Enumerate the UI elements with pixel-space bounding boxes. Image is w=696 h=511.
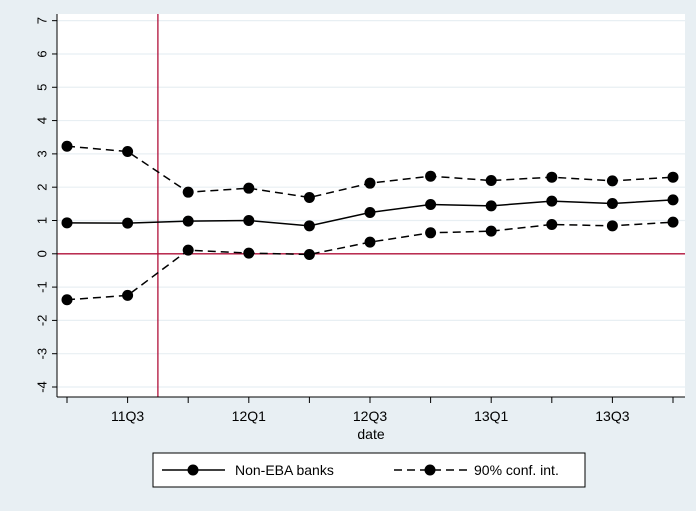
data-point xyxy=(546,195,558,207)
data-point xyxy=(606,175,618,187)
data-point xyxy=(61,140,73,152)
y-tick-label: 0 xyxy=(34,250,49,257)
data-point xyxy=(364,206,376,218)
y-tick-label: 1 xyxy=(34,217,49,224)
x-tick-label: 13Q3 xyxy=(595,408,629,424)
y-tick-label: 3 xyxy=(34,150,49,157)
data-point xyxy=(606,220,618,232)
data-point xyxy=(243,247,255,259)
y-tick-label: 5 xyxy=(34,84,49,91)
data-point xyxy=(122,217,134,229)
data-point xyxy=(122,289,134,301)
y-tick-label: 6 xyxy=(34,50,49,57)
data-point xyxy=(303,248,315,260)
data-point xyxy=(546,171,558,183)
data-point xyxy=(425,170,437,182)
data-point xyxy=(61,217,73,229)
legend-marker xyxy=(424,464,436,476)
reference-lines xyxy=(57,14,685,397)
y-tick-label: -4 xyxy=(34,381,49,393)
data-point xyxy=(122,146,134,158)
data-point xyxy=(606,198,618,210)
y-tick-label: 2 xyxy=(34,184,49,191)
data-point xyxy=(364,177,376,189)
x-tick-label: 12Q3 xyxy=(353,408,387,424)
data-point xyxy=(182,244,194,256)
legend: Non-EBA banks 90% conf. int. xyxy=(152,452,586,488)
data-point xyxy=(182,215,194,227)
legend-label: Non-EBA banks xyxy=(235,462,334,478)
data-point xyxy=(546,218,558,230)
series-0 xyxy=(61,194,679,232)
series-1 xyxy=(61,140,679,204)
legend-label: 90% conf. int. xyxy=(474,462,559,478)
data-point xyxy=(303,192,315,204)
data-point xyxy=(425,227,437,239)
data-point xyxy=(667,194,679,206)
data-point xyxy=(243,214,255,226)
x-tick-label: 12Q1 xyxy=(232,408,266,424)
y-tick-label: 7 xyxy=(34,17,49,24)
axes: -4 -3 -2 -1 0 1 2 3 4 5 6 7 11Q3 12Q1 12Q3 13Q1 13Q3 xyxy=(34,14,685,424)
data-point xyxy=(485,175,497,187)
y-tick-label: 4 xyxy=(34,117,49,124)
data-point xyxy=(485,200,497,212)
data-point xyxy=(667,171,679,183)
data-point xyxy=(425,199,437,211)
x-tick-label: 11Q3 xyxy=(111,408,144,424)
data-point xyxy=(667,216,679,228)
data-point xyxy=(182,186,194,198)
series-2 xyxy=(61,216,679,306)
y-tick-label: -2 xyxy=(34,315,49,327)
x-axis-title: date xyxy=(357,426,384,442)
plot-area xyxy=(57,14,685,397)
data-point xyxy=(243,182,255,194)
y-tick-label: -1 xyxy=(34,281,49,293)
x-tick-label: 13Q1 xyxy=(474,408,508,424)
data-point xyxy=(61,294,73,306)
data-point xyxy=(364,236,376,248)
legend-marker xyxy=(187,464,199,476)
y-tick-label: -3 xyxy=(34,348,49,360)
data-point xyxy=(485,225,497,237)
data-point xyxy=(303,220,315,232)
series xyxy=(61,140,679,306)
